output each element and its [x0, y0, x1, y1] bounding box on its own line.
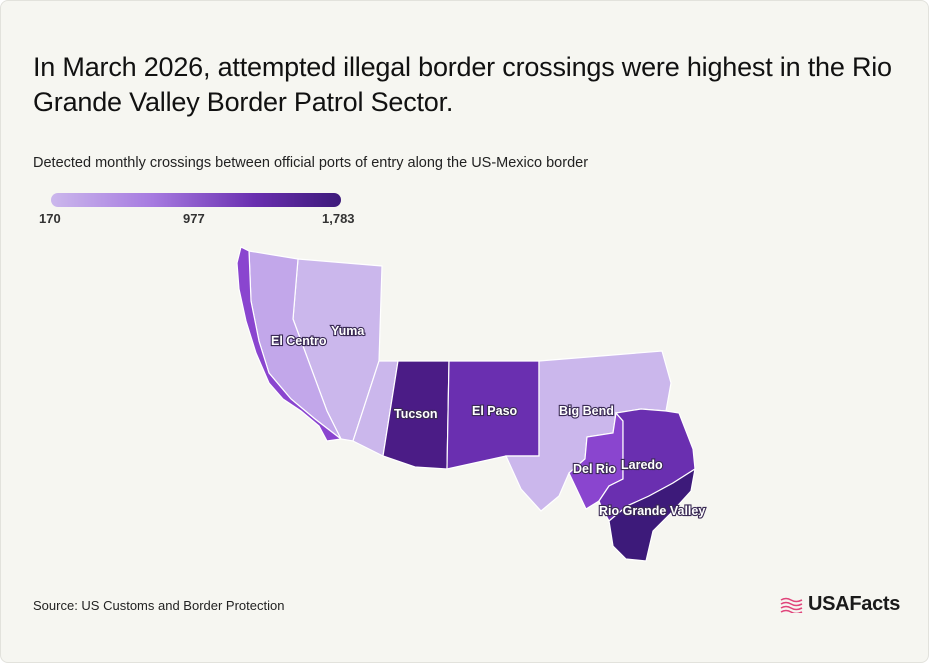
label-el-centro: El Centro — [271, 334, 327, 348]
brand-name: USAFacts — [808, 593, 901, 615]
label-yuma: Yuma — [331, 324, 365, 338]
subtitle: Detected monthly crossings between offic… — [33, 155, 589, 171]
label-tucson: Tucson — [394, 407, 438, 421]
source-note: Source: US Customs and Border Protection — [33, 598, 285, 613]
legend-mid-label: 977 — [183, 211, 205, 226]
label-el-paso: El Paso — [472, 404, 518, 418]
label-laredo: Laredo — [621, 458, 663, 472]
label-rio-grande-valley: Rio Grande Valley — [599, 504, 705, 518]
legend-min-label: 170 — [39, 211, 61, 226]
region-rio-grande-valley — [608, 467, 696, 562]
page-title: In March 2026, attempted illegal border … — [33, 52, 892, 117]
label-big-bend: Big Bend — [559, 404, 614, 418]
flag-icon — [780, 597, 803, 613]
region-california-coast — [236, 246, 343, 442]
legend-max-label: 1,783 — [322, 211, 355, 226]
brand-logo: USAFacts — [780, 593, 900, 616]
region-tucson — [382, 360, 450, 470]
legend-gradient-bar — [51, 193, 341, 207]
label-del-rio: Del Rio — [573, 462, 616, 476]
